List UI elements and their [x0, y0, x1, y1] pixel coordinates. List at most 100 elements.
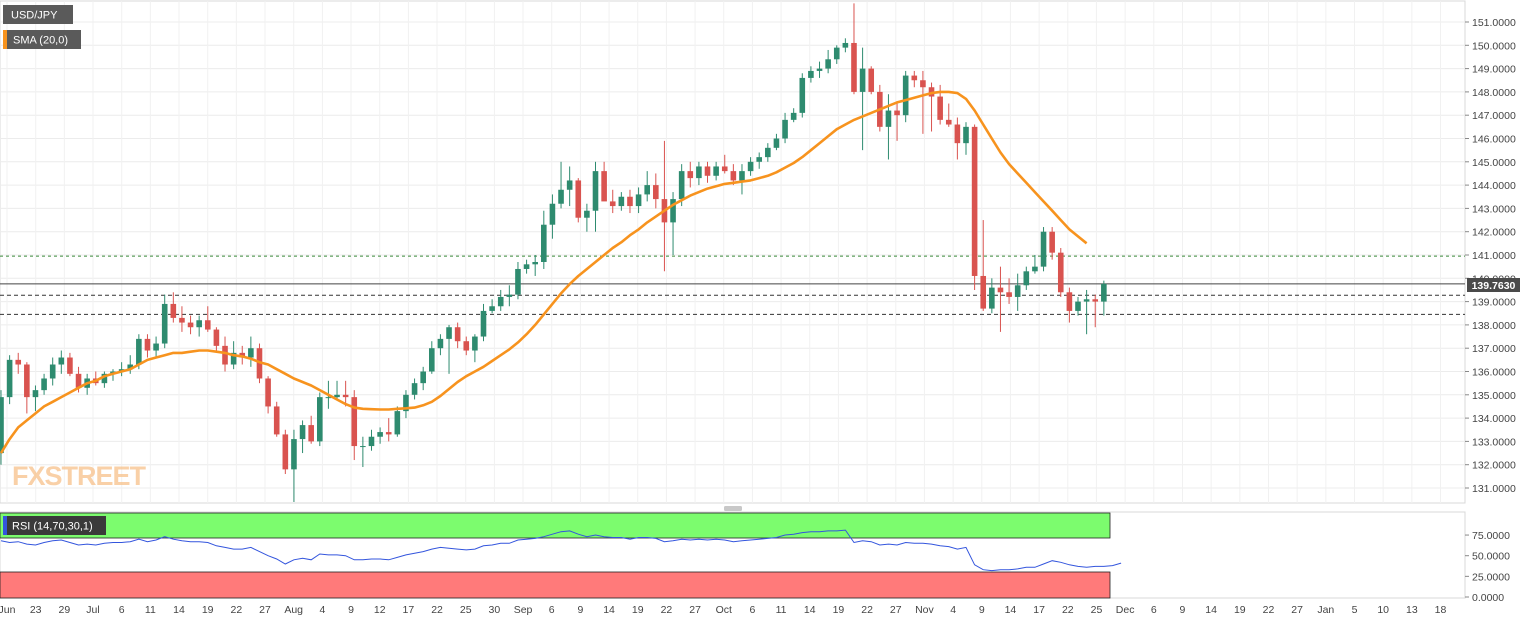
candle-body	[816, 68, 823, 71]
candle-body	[1006, 292, 1012, 297]
candle	[489, 299, 495, 314]
price-tick-label: 137.0000	[1472, 343, 1516, 355]
rsi-tick-label: 25.0000	[1472, 571, 1510, 583]
candle	[584, 203, 590, 232]
time-tick-label: 13	[1406, 604, 1418, 616]
candle-body	[153, 343, 159, 351]
candle	[609, 189, 616, 214]
panel-resize-handle[interactable]	[724, 506, 742, 511]
symbol-legend[interactable]: USD/JPY	[3, 5, 73, 24]
candle	[989, 278, 995, 314]
rsi-legend[interactable]: RSI (14,70,30,1)	[3, 516, 106, 535]
candle-body	[911, 75, 918, 81]
rsi-axis: 0.0000 25.0000 50.0000 75.0000	[1465, 530, 1510, 604]
candle	[773, 133, 780, 151]
candle	[6, 355, 13, 405]
current-price-value: 139.7630	[1472, 280, 1516, 292]
candle	[394, 406, 401, 437]
time-tick-label: 6	[549, 604, 555, 616]
candle	[282, 429, 289, 475]
candle	[790, 108, 797, 123]
rsi-oversold-zone	[0, 571, 1111, 599]
candle	[980, 220, 987, 311]
time-tick-label: Oct	[716, 604, 732, 616]
time-tick-label: 30	[489, 604, 501, 616]
candle-body	[179, 317, 185, 323]
candle	[627, 189, 633, 214]
candle-body	[644, 185, 650, 195]
time-tick-label: 5	[1352, 604, 1358, 616]
time-tick-label: 6	[119, 604, 125, 616]
price-tick-label: 131.0000	[1472, 483, 1516, 495]
candle	[196, 315, 202, 337]
candle-body	[523, 264, 530, 269]
candle	[454, 322, 461, 349]
candle-body	[808, 70, 814, 78]
candle-body	[248, 348, 254, 358]
candle-body	[41, 378, 47, 391]
current-price-tag: 139.7630	[1467, 278, 1520, 292]
candle	[825, 49, 831, 74]
candle-body	[532, 261, 538, 265]
candle-body	[15, 359, 22, 365]
candle	[971, 124, 978, 290]
time-axis: Jun 23 29 Jul 6 11 14 19 22 27 Aug 4 9 12 17 22 25 30 Sep 6…	[0, 604, 1446, 616]
time-tick-label: 22	[431, 604, 443, 616]
candle	[575, 178, 582, 223]
candle	[747, 157, 754, 176]
time-tick-label: 14	[1205, 604, 1217, 616]
candle	[429, 341, 435, 374]
candle-body	[618, 196, 625, 207]
candle-body	[489, 306, 495, 311]
candle	[41, 373, 47, 395]
candle	[213, 327, 220, 351]
candle-body	[437, 338, 444, 349]
candle	[24, 362, 30, 414]
candle-body	[851, 42, 857, 92]
rsi-color-swatch	[3, 516, 7, 535]
candle	[144, 334, 151, 358]
rsi-label: RSI (14,70,30,1)	[12, 521, 93, 533]
candle	[463, 336, 470, 356]
candle-body	[291, 439, 297, 470]
candle-body	[584, 210, 590, 218]
sma-legend[interactable]: SMA (20,0)	[3, 30, 81, 49]
candle	[721, 154, 728, 174]
candle	[49, 357, 56, 386]
candle-body	[670, 199, 676, 223]
candle	[351, 390, 358, 461]
price-tick-label: 143.0000	[1472, 203, 1516, 215]
candle	[342, 380, 349, 407]
candle	[58, 350, 65, 374]
candle-body	[1032, 266, 1038, 272]
time-tick-label: 17	[403, 604, 415, 616]
candle-body	[411, 383, 418, 395]
sma-label: SMA (20,0)	[13, 35, 68, 47]
time-tick-label: Dec	[1116, 604, 1135, 616]
candle-body	[230, 352, 237, 365]
candle	[515, 261, 521, 300]
candle-body	[213, 329, 220, 346]
price-tick-label: 132.0000	[1472, 460, 1516, 472]
candle	[920, 70, 926, 134]
price-tick-label: 139.0000	[1472, 297, 1516, 309]
candle	[601, 161, 607, 202]
candle	[782, 112, 788, 144]
candle	[403, 390, 409, 419]
time-tick-label: 18	[1435, 604, 1447, 616]
candle-body	[204, 320, 211, 330]
candle	[265, 376, 271, 414]
candle	[204, 306, 211, 332]
candle-body	[136, 338, 142, 365]
candle-body	[161, 303, 168, 344]
time-tick-label: 4	[950, 604, 956, 616]
candle	[385, 418, 392, 442]
candle-body	[1023, 271, 1030, 286]
price-axis: 131.0000 132.0000 133.0000 134.0000 135.0000…	[1465, 17, 1516, 495]
time-tick-label: 22	[661, 604, 673, 616]
candle	[1014, 273, 1021, 311]
price-tick-label: 147.0000	[1472, 110, 1516, 122]
price-tick-label: 150.0000	[1472, 40, 1516, 52]
price-plot-area[interactable]	[0, 0, 1466, 504]
time-tick-label: 9	[979, 604, 985, 616]
